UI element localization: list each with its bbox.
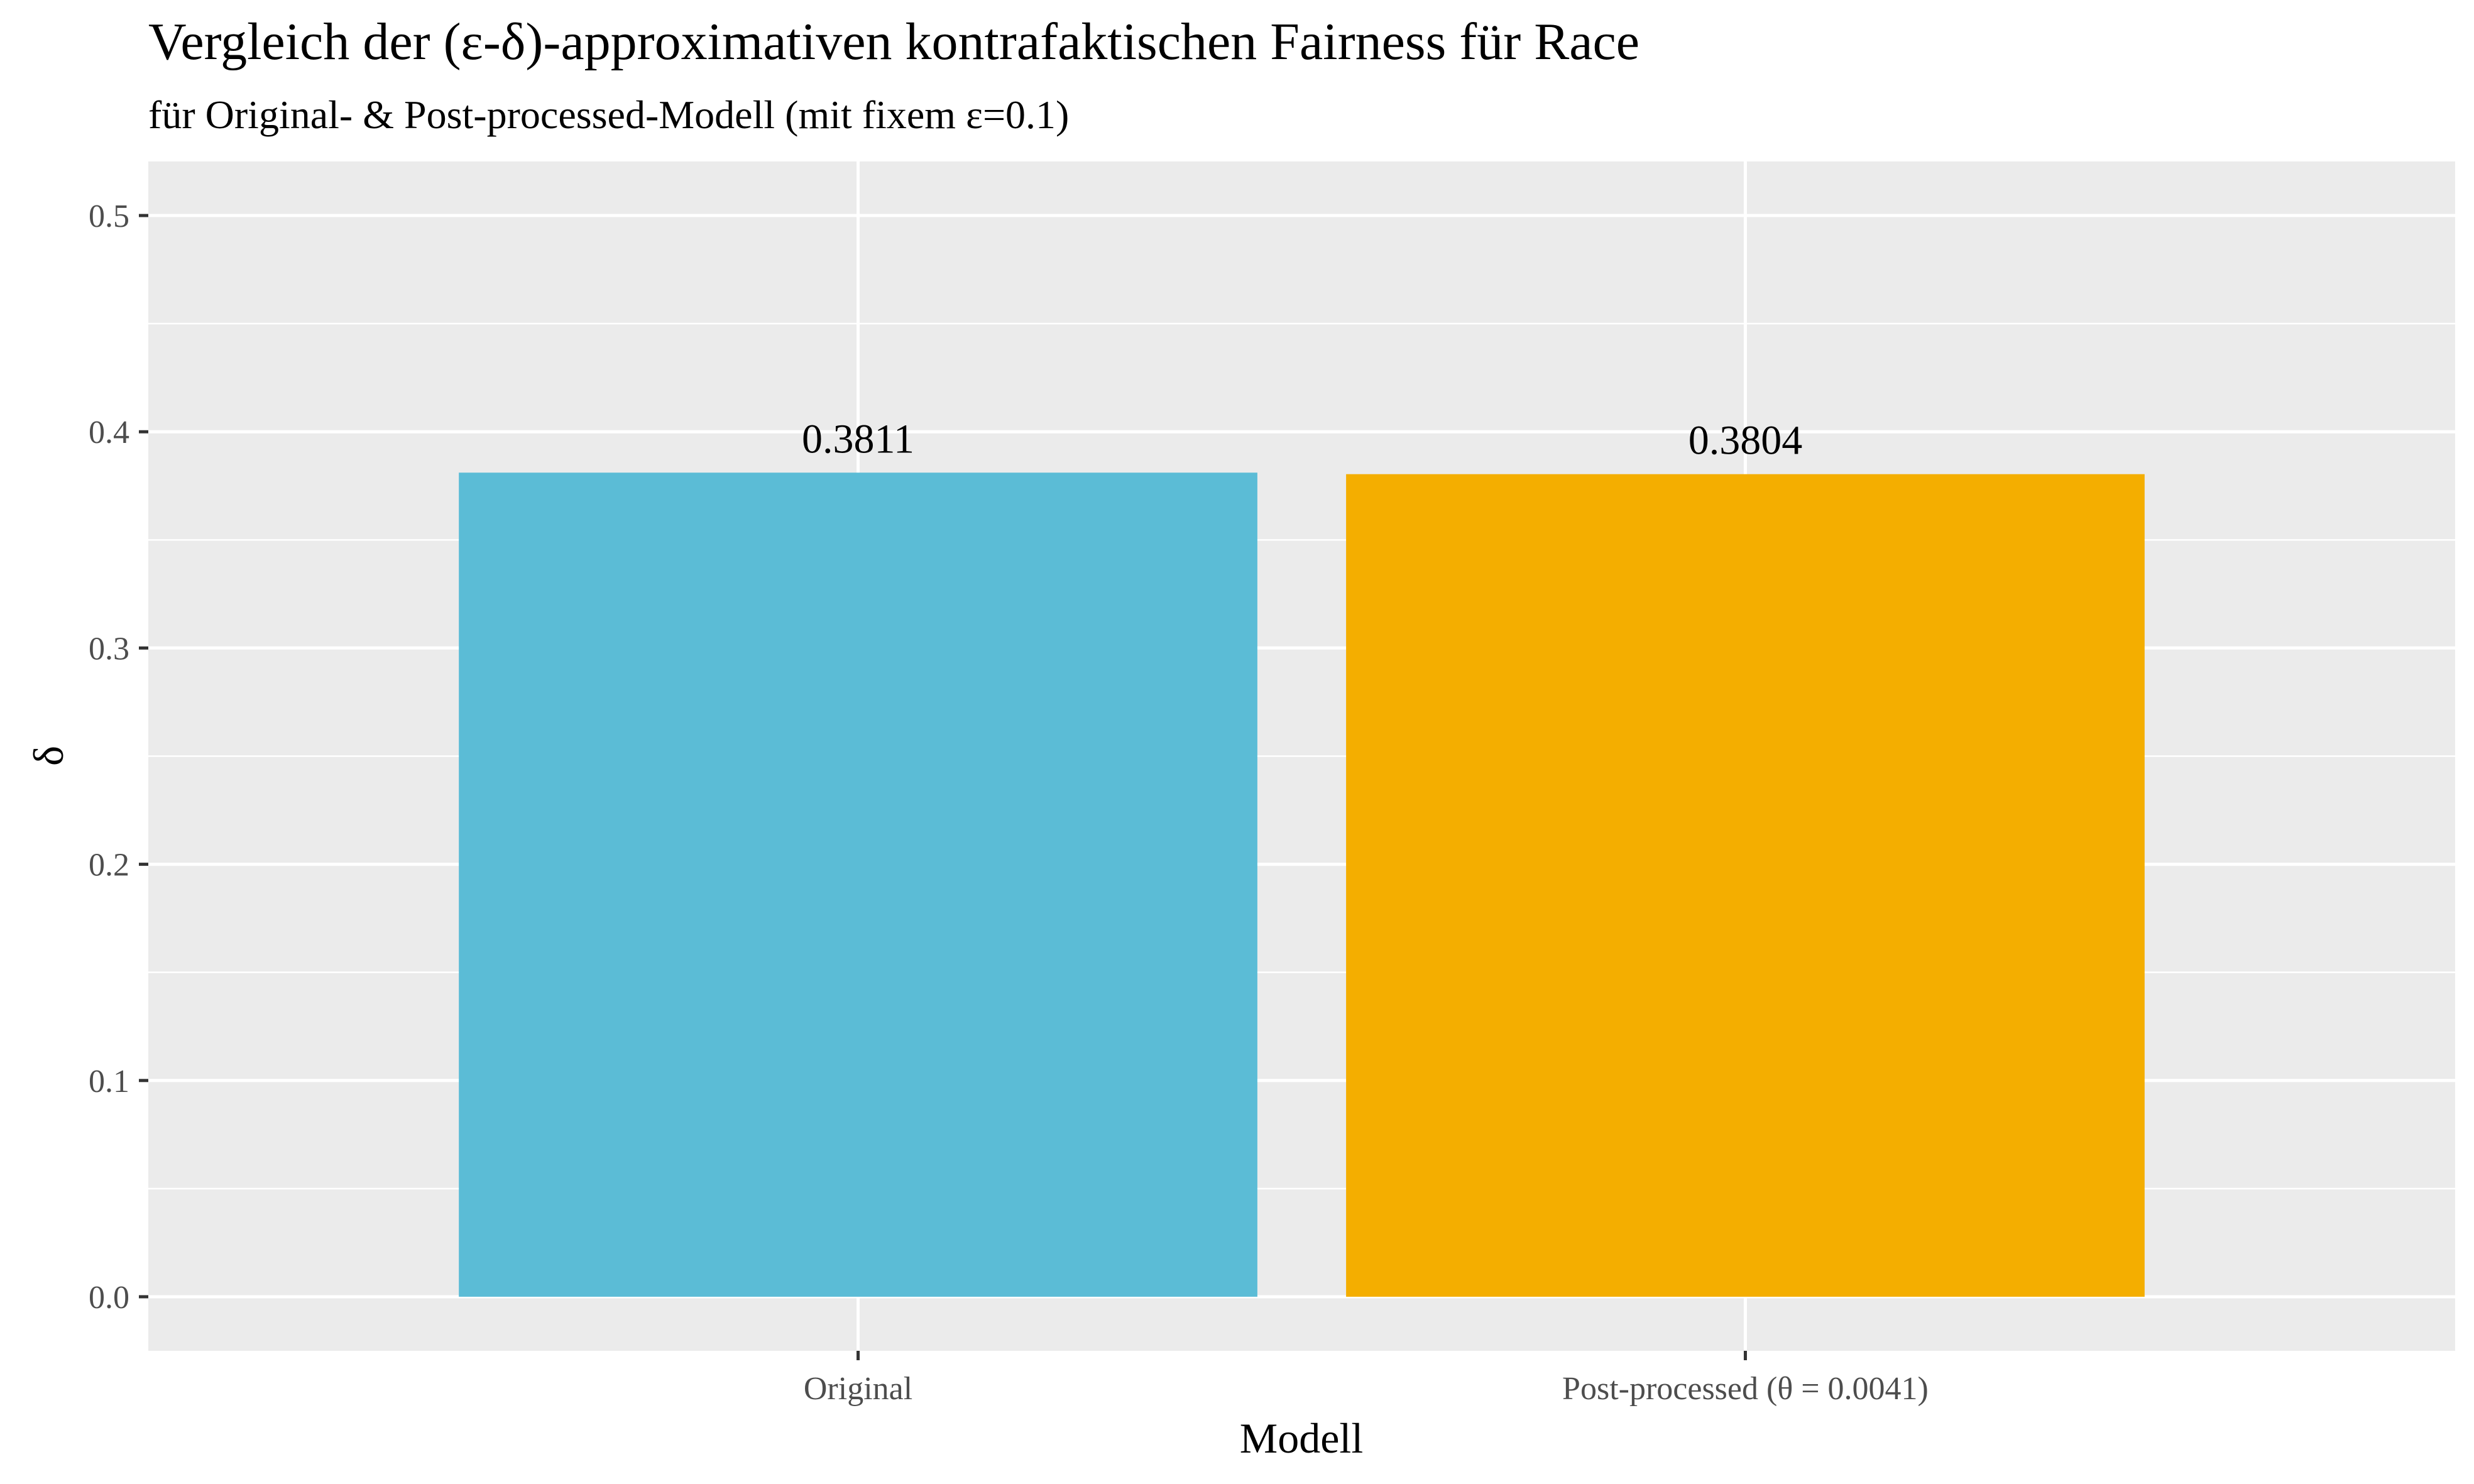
y-axis: 0.0 0.1 0.2 0.3 0.4 0.5 (89, 199, 148, 1316)
chart-subtitle: für Original- & Post-processed-Modell (m… (148, 92, 1069, 137)
y-tick-label: 0.0 (89, 1280, 129, 1316)
x-axis-title: Modell (1240, 1414, 1363, 1462)
bars (459, 472, 2145, 1297)
y-tick-label: 0.2 (89, 848, 129, 883)
y-axis-title: δ (25, 746, 72, 766)
bar (1346, 474, 2145, 1297)
y-tick-label: 0.5 (89, 199, 129, 234)
x-tick-label: Original (804, 1371, 912, 1407)
y-tick-label: 0.4 (89, 415, 129, 450)
bar-labels: 0.3811 0.3804 (802, 416, 1802, 463)
chart-title: Vergleich der (ε-δ)-approximativen kontr… (148, 13, 1639, 71)
bar-value-label: 0.3811 (802, 416, 914, 462)
y-tick-label: 0.3 (89, 631, 129, 667)
y-tick-label: 0.1 (89, 1064, 129, 1099)
bar-value-label: 0.3804 (1689, 418, 1803, 464)
x-axis: Original Post-processed (θ = 0.0041) (804, 1351, 1929, 1407)
x-tick-label: Post-processed (θ = 0.0041) (1562, 1371, 1929, 1407)
bar (459, 472, 1257, 1297)
